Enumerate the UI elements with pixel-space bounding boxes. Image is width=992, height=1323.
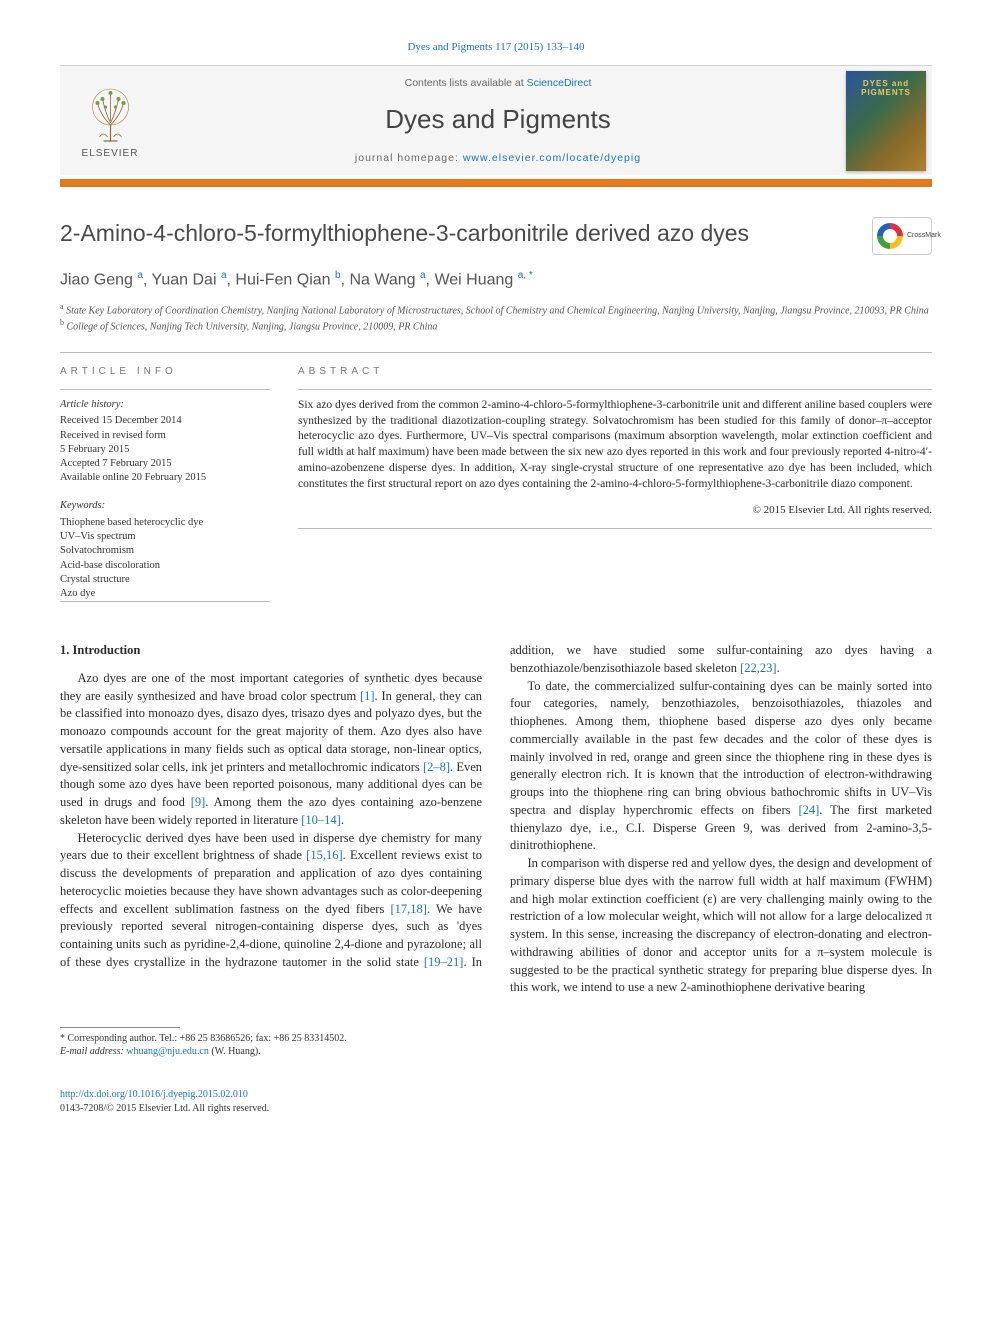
ref-link[interactable]: [10–14] (301, 813, 341, 827)
ref-link[interactable]: [19–21] (424, 955, 464, 969)
crossmark-label: CrossMark (907, 231, 941, 241)
text-run: . (341, 813, 344, 827)
keyword: Thiophene based heterocyclic dye (60, 516, 270, 530)
page-footer: http://dx.doi.org/10.1016/j.dyepig.2015.… (60, 1088, 932, 1116)
affiliation-a-text: State Key Laboratory of Coordination Che… (66, 305, 929, 316)
divider (60, 389, 270, 390)
keyword: Acid-base discoloration (60, 559, 270, 573)
cover-title-text: DYES and PIGMENTS (846, 79, 926, 98)
section-heading-intro: 1. Introduction (60, 642, 482, 660)
author-list: Jiao Geng a, Yuan Dai a, Hui-Fen Qian b,… (60, 269, 932, 292)
contents-prefix: Contents lists available at (405, 77, 527, 89)
footnote-rule (60, 1027, 180, 1028)
keyword: Solvatochromism (60, 544, 270, 558)
email-link[interactable]: whuang@nju.edu.cn (126, 1046, 209, 1057)
history-item: Accepted 7 February 2015 (60, 457, 270, 471)
crossmark-icon (877, 223, 903, 249)
homepage-line: journal homepage: www.elsevier.com/locat… (150, 151, 846, 166)
history-item: Received 15 December 2014 (60, 414, 270, 428)
citation-line: Dyes and Pigments 117 (2015) 133–140 (60, 40, 932, 55)
ref-link[interactable]: [2–8] (423, 760, 450, 774)
history-item: 5 February 2015 (60, 443, 270, 457)
journal-name: Dyes and Pigments (150, 101, 846, 137)
affiliation-b: b College of Sciences, Nanjing Tech Univ… (60, 318, 932, 334)
text-run: In comparison with disperse red and yell… (510, 856, 932, 994)
corresponding-author-footnote: * Corresponding author. Tel.: +86 25 836… (60, 1032, 932, 1058)
affiliation-a: a State Key Laboratory of Coordination C… (60, 302, 932, 318)
ref-link[interactable]: [15,16] (306, 848, 342, 862)
divider (60, 352, 932, 353)
paragraph: Azo dyes are one of the most important c… (60, 670, 482, 830)
ref-link[interactable]: [9] (191, 795, 206, 809)
copyright-line: © 2015 Elsevier Ltd. All rights reserved… (298, 503, 932, 518)
affiliations: a State Key Laboratory of Coordination C… (60, 302, 932, 334)
article-title: 2-Amino-4-chloro-5-formylthiophene-3-car… (60, 217, 862, 249)
article-info-label: ARTICLE INFO (60, 365, 270, 379)
publisher-name: ELSEVIER (82, 147, 139, 161)
issn-copyright-line: 0143-7208/© 2015 Elsevier Ltd. All right… (60, 1102, 932, 1116)
journal-banner: ELSEVIER Contents lists available at Sci… (60, 65, 932, 175)
journal-cover-thumb: DYES and PIGMENTS (846, 71, 926, 171)
doi-link[interactable]: http://dx.doi.org/10.1016/j.dyepig.2015.… (60, 1089, 248, 1100)
homepage-link[interactable]: www.elsevier.com/locate/dyepig (463, 152, 641, 164)
divider (60, 601, 270, 602)
crossmark-badge[interactable]: CrossMark (872, 217, 932, 255)
ref-link[interactable]: [22,23] (740, 661, 776, 675)
divider (298, 389, 932, 390)
sciencedirect-link[interactable]: ScienceDirect (527, 77, 592, 89)
body-text: 1. Introduction Azo dyes are one of the … (60, 642, 932, 997)
paragraph: In comparison with disperse red and yell… (510, 855, 932, 997)
ref-link[interactable]: [1] (360, 689, 375, 703)
ref-link[interactable]: [24] (798, 803, 819, 817)
history-item: Available online 20 February 2015 (60, 471, 270, 485)
abstract-text: Six azo dyes derived from the common 2-a… (298, 398, 932, 493)
history-item: Received in revised form (60, 429, 270, 443)
abstract-label: ABSTRACT (298, 365, 932, 379)
keyword: Azo dye (60, 587, 270, 601)
ref-link[interactable]: [17,18] (390, 902, 426, 916)
publisher-logo-block: ELSEVIER (60, 79, 150, 163)
contents-available-line: Contents lists available at ScienceDirec… (150, 76, 846, 91)
email-label: E-mail address: (60, 1046, 126, 1057)
text-run: . (777, 661, 780, 675)
affiliation-b-text: College of Sciences, Nanjing Tech Univer… (67, 321, 438, 332)
orange-divider-bar (60, 179, 932, 187)
corr-email-line: E-mail address: whuang@nju.edu.cn (W. Hu… (60, 1045, 932, 1058)
keywords-heading: Keywords: (60, 499, 270, 514)
divider (298, 528, 932, 529)
keyword: UV–Vis spectrum (60, 530, 270, 544)
corr-author-line: * Corresponding author. Tel.: +86 25 836… (60, 1032, 932, 1045)
keyword: Crystal structure (60, 573, 270, 587)
text-run: To date, the commercialized sulfur-conta… (510, 679, 932, 817)
paragraph: To date, the commercialized sulfur-conta… (510, 678, 932, 856)
email-suffix: (W. Huang). (209, 1046, 261, 1057)
history-heading: Article history: (60, 398, 270, 413)
elsevier-tree-icon (83, 85, 138, 145)
homepage-prefix: journal homepage: (355, 152, 463, 164)
